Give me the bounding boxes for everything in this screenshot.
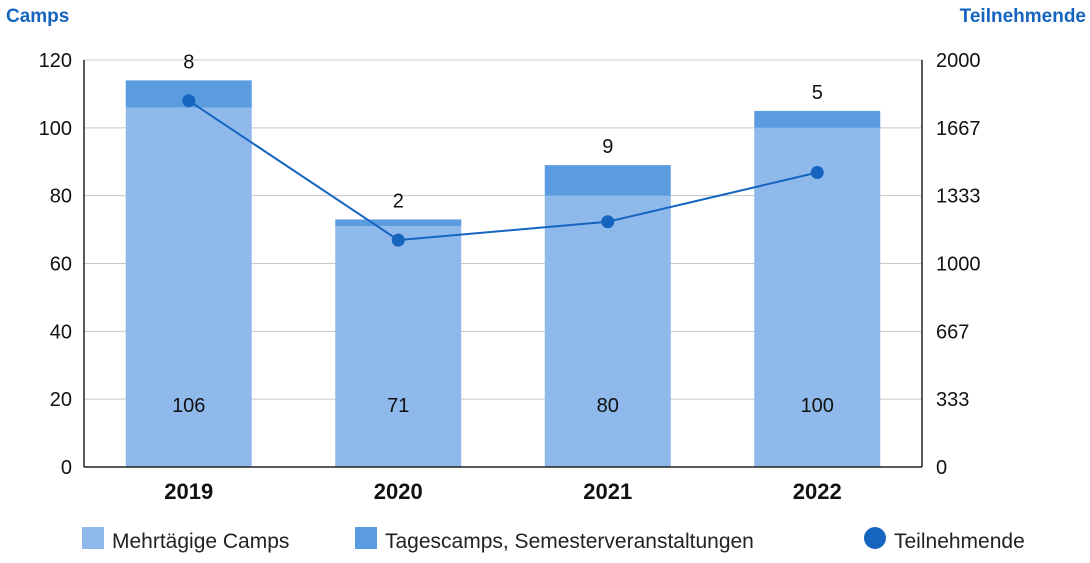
legend-item-multiday-camps-swatch <box>82 527 104 549</box>
tick-labels: 0 0 20 333 40 667 60 1000 80 1333 100 1667 120 2000 <box>39 50 981 479</box>
participants-point <box>601 215 615 229</box>
right-tick-label: 0 <box>936 457 947 479</box>
participants-line <box>182 94 824 247</box>
left-tick-label: 100 <box>39 118 72 140</box>
right-tick-label: 1667 <box>936 118 981 140</box>
bar-day-camps <box>754 110 881 128</box>
legend-item-day-camps-swatch <box>355 527 377 549</box>
data-labels: 106 8 71 2 80 9 100 5 <box>172 51 834 417</box>
bar-multiday-camps <box>335 226 462 467</box>
left-tick-label: 60 <box>50 254 72 276</box>
legend-item-participants-swatch <box>864 527 886 549</box>
bar-value-label: 80 <box>597 395 619 417</box>
bar-value-label: 100 <box>801 395 834 417</box>
left-axis-title: Camps <box>6 6 69 27</box>
bar-top-value-label: 9 <box>602 136 613 158</box>
right-tick-label: 333 <box>936 389 969 411</box>
bars <box>125 80 881 467</box>
bar-multiday-camps <box>544 195 671 467</box>
bar-value-label: 71 <box>387 395 409 417</box>
participants-point <box>391 233 405 247</box>
right-tick-label: 1333 <box>936 186 981 208</box>
right-tick-label: 667 <box>936 321 969 343</box>
bar-day-camps <box>335 219 462 227</box>
legend-item-participants-label: Teilnehmende <box>894 530 1025 553</box>
participants-point <box>810 166 824 180</box>
bar-top-value-label: 8 <box>183 51 194 73</box>
left-tick-label: 40 <box>50 321 72 343</box>
bar-multiday-camps <box>754 127 881 467</box>
category-label: 2019 <box>164 479 213 504</box>
legend-item-day-camps-label: Tagescamps, Semesterveranstaltungen <box>385 530 754 553</box>
right-tick-label: 2000 <box>936 50 981 72</box>
bar-value-label: 106 <box>172 395 205 417</box>
bar-day-camps <box>544 165 671 196</box>
bar-multiday-camps <box>125 107 252 467</box>
left-tick-label: 20 <box>50 389 72 411</box>
right-axis-title: Teilnehmende <box>960 6 1086 27</box>
legend: Mehrtägige Camps Tagescamps, Semestervera… <box>82 527 1025 553</box>
category-label: 2022 <box>793 479 842 504</box>
left-tick-label: 0 <box>61 457 72 479</box>
category-label: 2021 <box>583 479 632 504</box>
bar-top-value-label: 5 <box>812 82 823 104</box>
legend-item-multiday-camps-label: Mehrtägige Camps <box>112 530 289 553</box>
right-tick-label: 1000 <box>936 254 981 276</box>
left-tick-label: 120 <box>39 50 72 72</box>
bar-top-value-label: 2 <box>393 190 404 212</box>
participants-point <box>182 94 196 108</box>
category-label: 2020 <box>374 479 423 504</box>
category-labels: 2019 2020 2021 2022 <box>164 479 841 504</box>
left-tick-label: 80 <box>50 186 72 208</box>
participants-line-path <box>188 99 818 242</box>
axes <box>83 60 923 468</box>
